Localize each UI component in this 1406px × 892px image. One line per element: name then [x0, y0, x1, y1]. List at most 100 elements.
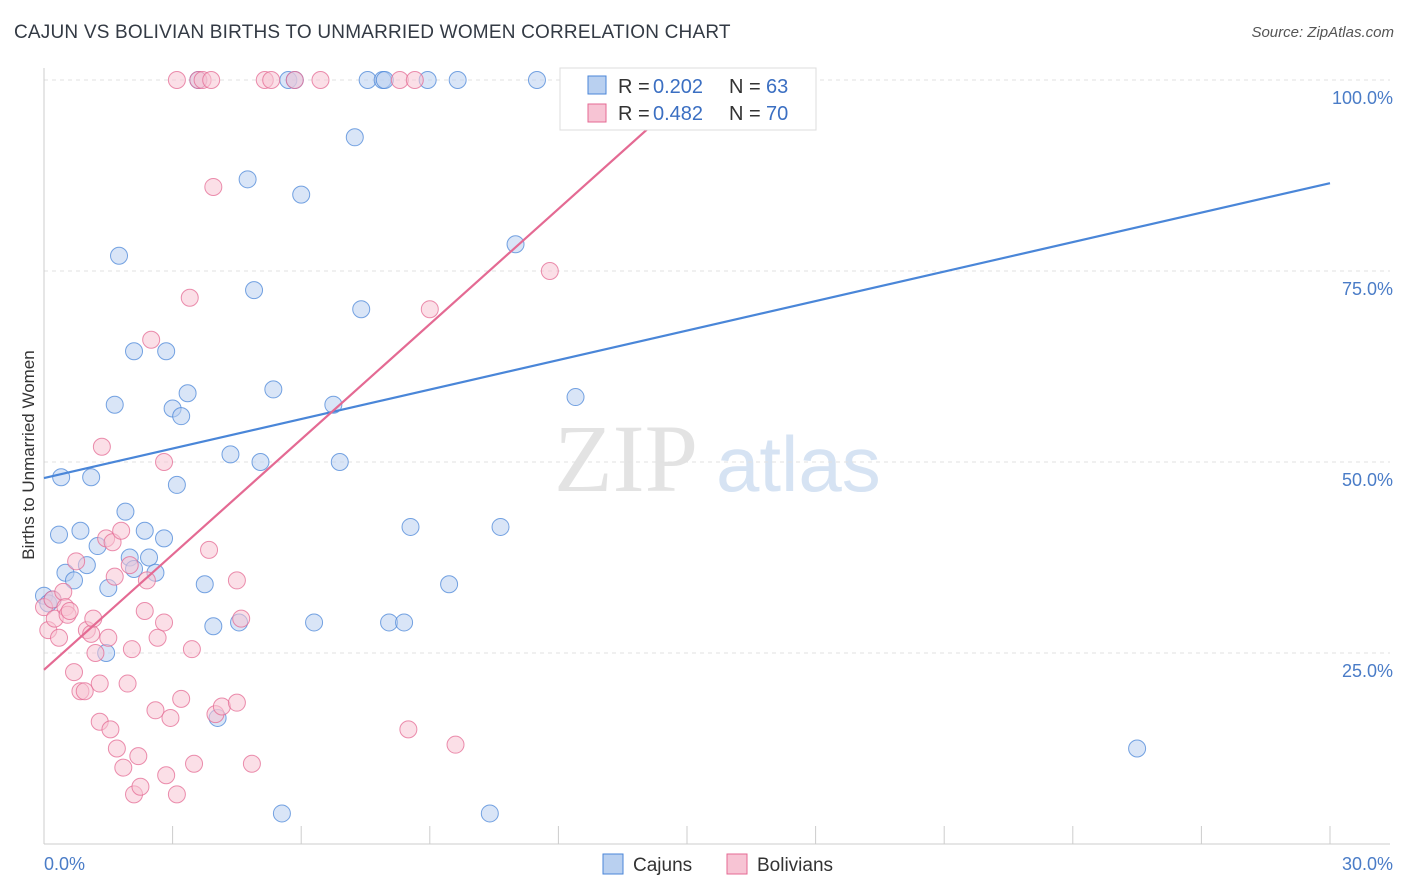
- bolivian-point-16: [86, 644, 105, 662]
- cajun-point-15: [116, 502, 135, 521]
- bolivian-point-10: [67, 552, 86, 571]
- bolivian-point-37: [146, 701, 165, 720]
- y-tick-label-2: 50.0%: [1342, 470, 1393, 490]
- watermark-atlas: atlas: [716, 420, 881, 508]
- tick-labels: 100.0% 75.0% 50.0% 25.0% 0.0% 30.0%: [44, 88, 1393, 874]
- cajun-point-49: [375, 71, 394, 89]
- cajun-point-42: [305, 613, 324, 632]
- bolivian-point-33: [131, 777, 150, 796]
- cajun-point-46: [352, 300, 371, 319]
- bolivian-point-27: [114, 758, 133, 777]
- cajun-point-43: [324, 395, 343, 414]
- cajun-point-9: [82, 468, 101, 487]
- cajun-point-37: [264, 380, 283, 399]
- bolivian-point-41: [157, 766, 176, 785]
- axes: [43, 68, 1390, 845]
- cajun-point-25: [167, 475, 186, 494]
- legend-cajuns-n-value: 63: [766, 76, 788, 98]
- cajun-point-38: [272, 804, 291, 823]
- bolivian-point-58: [232, 609, 251, 628]
- cajun-point-52: [401, 517, 420, 536]
- bolivian-point-56: [227, 693, 246, 712]
- bolivian-point-9: [65, 663, 84, 682]
- bolivian-point-30: [122, 640, 141, 659]
- cajun-point-35: [245, 281, 264, 300]
- bolivian-point-12: [75, 682, 94, 701]
- correlation-legend: R = 0.202 N = 63 R = 0.482 N = 70: [559, 67, 817, 131]
- bolivian-point-47: [182, 640, 201, 659]
- chart-title: CAJUN VS BOLIVIAN BIRTHS TO UNMARRIED WO…: [14, 22, 731, 43]
- bolivian-point-43: [167, 785, 186, 804]
- y-tick-label-1: 75.0%: [1342, 279, 1393, 299]
- bolivian-point-26: [112, 521, 131, 540]
- cajun-point-29: [195, 575, 214, 594]
- cajun-point-23: [157, 342, 176, 361]
- bolivian-point-61: [262, 71, 281, 89]
- legend-bolivians-n-label: N =: [729, 103, 761, 125]
- watermark-zip: ZIP: [554, 405, 698, 512]
- cajun-point-4: [52, 468, 71, 487]
- bolivian-point-62: [285, 71, 304, 89]
- cajun-point-34: [238, 170, 257, 189]
- cajun-point-47: [358, 71, 377, 89]
- bottom-legend-bolivians-swatch: [726, 853, 748, 875]
- bolivian-point-24: [105, 567, 124, 586]
- cajun-point-27: [178, 384, 197, 403]
- trend-lines: [43, 108, 1331, 671]
- bottom-legend-bolivians-label: Bolivians: [757, 855, 833, 876]
- bolivian-point-4: [50, 628, 69, 647]
- cajun-point-51: [395, 613, 414, 632]
- cajun-point-36: [251, 453, 270, 471]
- cajun-point-13: [105, 395, 124, 414]
- bolivian-point-66: [405, 71, 424, 89]
- cajun-point-20: [140, 548, 159, 567]
- legend-cajuns-r-label: R =: [618, 76, 650, 98]
- bolivian-point-68: [446, 735, 465, 754]
- bolivian-point-34: [135, 601, 154, 620]
- legend-cajuns-swatch: [587, 75, 607, 95]
- cajun-point-6: [65, 571, 84, 590]
- bolivian-point-39: [155, 613, 174, 632]
- bolivian-point-42: [161, 708, 180, 727]
- bolivian-point-63: [311, 71, 330, 89]
- x-tick-label-1: 30.0%: [1342, 854, 1393, 874]
- y-tick-label-3: 25.0%: [1342, 661, 1393, 681]
- cajun-point-44: [330, 453, 349, 471]
- bolivian-point-55: [212, 697, 231, 716]
- bolivian-point-32: [129, 747, 148, 766]
- bolivian-point-8: [60, 601, 79, 620]
- bolivian-point-21: [99, 628, 118, 647]
- legend-bolivians-swatch: [587, 103, 607, 123]
- legend-bolivians-n-value: 70: [766, 103, 788, 125]
- bolivian-point-45: [172, 689, 191, 708]
- cajun-point-60: [566, 388, 585, 407]
- legend-cajuns-r-value: 0.202: [653, 76, 703, 98]
- cajun-point-30: [204, 617, 223, 636]
- cajuns-trend-line: [43, 182, 1331, 480]
- legend-bolivians-r-label: R =: [618, 103, 650, 125]
- cajun-point-32: [221, 445, 240, 464]
- bolivian-point-46: [180, 288, 199, 307]
- cajun-point-50: [380, 613, 399, 632]
- cajun-point-58: [506, 235, 525, 254]
- bolivian-point-67: [420, 300, 439, 319]
- bolivian-point-64: [390, 71, 409, 89]
- cajun-point-18: [125, 342, 144, 361]
- bolivian-point-25: [107, 739, 126, 758]
- cajun-point-56: [480, 804, 499, 823]
- cajun-point-54: [440, 575, 459, 594]
- bolivian-point-52: [202, 71, 221, 89]
- gridlines: [44, 79, 1390, 654]
- bolivian-point-38: [148, 628, 167, 647]
- bolivian-point-53: [204, 177, 223, 196]
- y-tick-label-0: 100.0%: [1332, 88, 1393, 108]
- bolivian-point-28: [118, 674, 137, 693]
- bottom-legend-cajuns-label: Cajuns: [633, 855, 692, 876]
- bolivian-point-36: [142, 330, 161, 349]
- y-axis-label: Births to Unmarried Women: [19, 350, 38, 559]
- cajun-point-41: [292, 185, 311, 204]
- legend-bolivians-r-value: 0.482: [653, 103, 703, 125]
- bolivian-point-35: [137, 571, 156, 590]
- bolivian-point-22: [101, 720, 120, 739]
